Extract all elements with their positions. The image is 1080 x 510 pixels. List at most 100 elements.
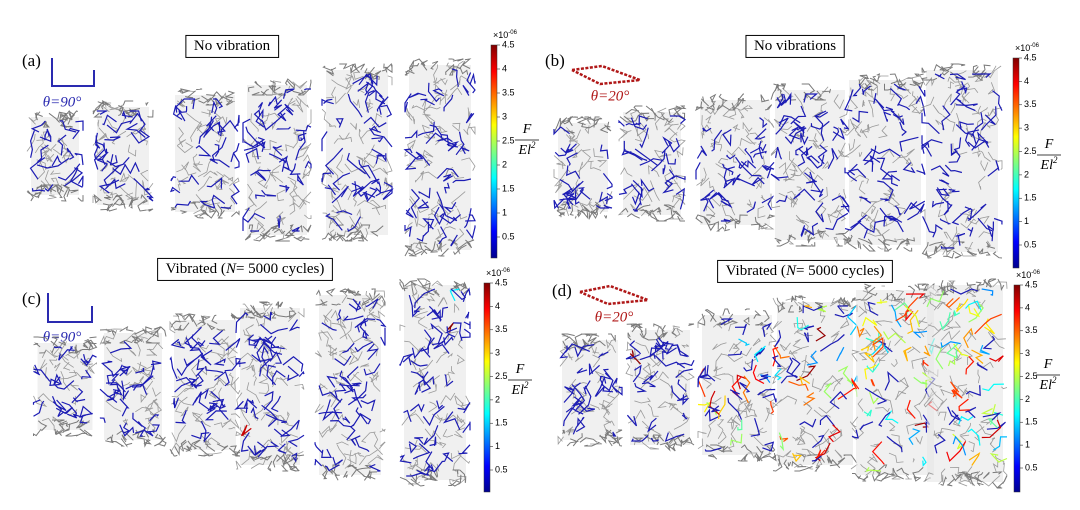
fiber xyxy=(420,329,432,352)
fiber xyxy=(803,392,816,406)
fiber xyxy=(793,323,804,332)
fiber xyxy=(343,452,362,457)
fiber xyxy=(734,323,747,336)
fiber xyxy=(672,325,680,330)
fiber xyxy=(743,359,754,372)
fiber xyxy=(154,433,164,441)
fiber xyxy=(844,118,855,136)
fiber xyxy=(930,165,950,177)
fiber xyxy=(871,388,883,398)
fiber xyxy=(939,218,952,225)
fiber xyxy=(787,461,792,467)
fiber xyxy=(103,165,120,188)
fiber xyxy=(823,382,832,399)
fiber xyxy=(59,120,77,133)
fiber xyxy=(465,311,470,319)
fiber xyxy=(140,169,149,182)
fiber xyxy=(789,198,797,204)
fiber xyxy=(286,80,295,90)
fiber xyxy=(597,160,608,168)
fiber xyxy=(247,316,255,319)
fiber xyxy=(872,337,884,358)
fiber xyxy=(347,371,360,382)
fiber xyxy=(245,308,254,319)
fiber xyxy=(640,328,647,339)
fiber xyxy=(652,434,659,446)
fiber xyxy=(921,112,940,135)
fiber xyxy=(744,361,749,365)
fiber xyxy=(574,344,595,358)
colorbar-tick-label: 1.5 xyxy=(1024,193,1037,203)
fiber xyxy=(762,393,777,403)
fiber xyxy=(414,439,428,455)
fiber xyxy=(921,67,927,73)
fiber xyxy=(123,108,141,117)
fiber xyxy=(352,99,360,109)
fiber xyxy=(333,132,350,144)
fiber xyxy=(350,435,361,446)
fiber xyxy=(342,315,364,321)
fiber xyxy=(365,298,379,309)
fiber xyxy=(263,139,277,150)
fiber xyxy=(947,76,962,83)
fiber xyxy=(968,441,975,453)
fiber xyxy=(130,129,151,144)
fiber xyxy=(833,236,838,244)
fiber xyxy=(404,280,417,287)
fiber xyxy=(584,442,600,447)
fiber xyxy=(818,398,836,414)
fiber xyxy=(217,122,226,136)
fiber xyxy=(269,351,283,364)
fiber xyxy=(641,420,651,442)
fiber xyxy=(54,380,75,390)
fiber xyxy=(984,318,995,335)
fiber xyxy=(714,143,723,152)
fiber xyxy=(677,394,690,406)
fiber xyxy=(672,210,681,217)
fiber xyxy=(743,402,753,413)
fiber xyxy=(325,213,343,231)
fiber xyxy=(67,349,82,359)
fiber xyxy=(104,103,121,110)
fiber xyxy=(146,348,158,357)
fiber xyxy=(243,398,249,414)
fiber xyxy=(754,216,767,228)
fiber xyxy=(232,452,241,457)
fiber xyxy=(795,329,813,337)
fiber xyxy=(29,157,46,180)
fiber xyxy=(959,422,971,436)
fiber xyxy=(360,399,376,412)
fiber xyxy=(656,213,676,222)
fiber xyxy=(929,380,943,388)
fiber xyxy=(668,402,679,412)
fiber xyxy=(361,431,376,443)
fiber xyxy=(603,420,615,433)
fiber xyxy=(440,392,456,405)
fiber xyxy=(720,200,733,209)
fiber xyxy=(821,381,835,389)
fiber xyxy=(937,301,952,311)
fiber xyxy=(558,212,566,218)
fiber xyxy=(53,373,62,386)
fiber xyxy=(339,63,348,70)
fiber xyxy=(43,120,50,128)
fiber xyxy=(942,68,950,76)
fiber xyxy=(566,438,580,447)
fiber xyxy=(953,343,969,357)
fiber xyxy=(48,358,58,366)
fiber xyxy=(292,80,308,89)
colorbar-tick-label: 4 xyxy=(502,63,507,73)
fiber xyxy=(347,452,357,465)
fiber xyxy=(421,291,435,296)
fiber xyxy=(659,441,671,452)
fiber xyxy=(248,334,258,346)
fiber xyxy=(370,225,384,237)
fiber xyxy=(836,346,845,362)
fiber xyxy=(430,209,439,228)
fiber xyxy=(428,401,438,413)
fiber xyxy=(254,441,267,456)
fiber xyxy=(773,344,790,359)
exponent: -06 xyxy=(501,268,510,274)
fiber xyxy=(291,226,300,232)
fiber xyxy=(347,216,361,232)
